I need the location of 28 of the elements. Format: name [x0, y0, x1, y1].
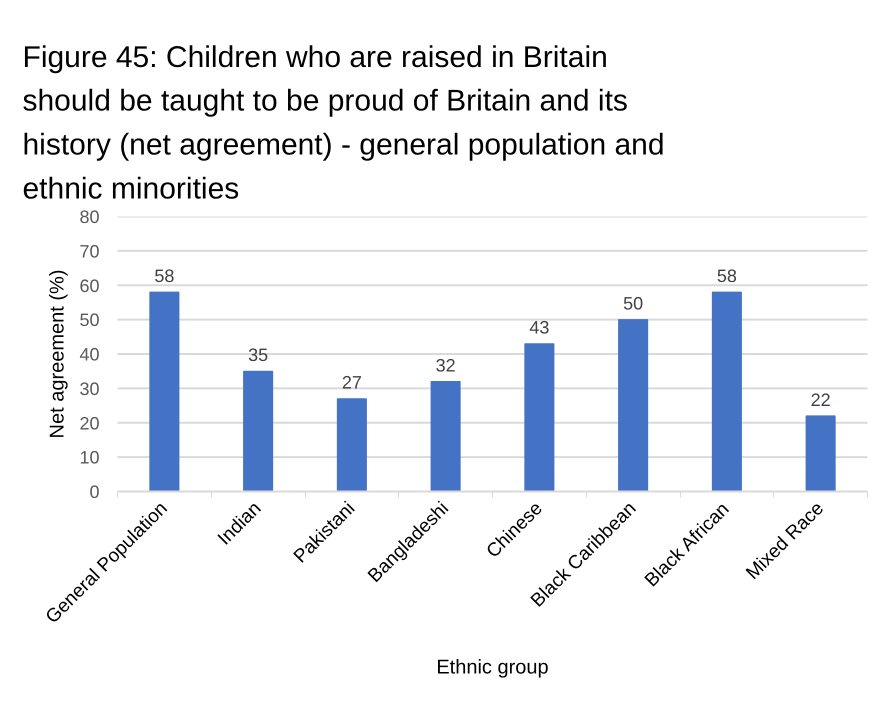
data-label: 35	[248, 345, 268, 366]
y-tick-label: 20	[79, 413, 100, 434]
chart-title: Figure 45: Children who are raised in Britain should be taught to be proud of Britain and its history (net agreement) - general population and ethnic minorities	[22, 40, 665, 206]
bar	[430, 381, 461, 492]
x-axis-title: Ethnic group	[436, 656, 549, 678]
data-label: 27	[342, 372, 362, 393]
y-tick-label: 10	[79, 448, 100, 468]
bar	[524, 343, 554, 492]
y-tick-label: 80	[79, 207, 100, 227]
y-tick-label: 40	[79, 344, 100, 364]
y-tick-label: 0	[89, 482, 100, 502]
data-label: 43	[529, 318, 550, 338]
bar	[618, 319, 648, 492]
data-label: 58	[716, 266, 737, 286]
y-axis-title: Net agreement (%)	[46, 270, 68, 438]
bar	[712, 292, 742, 492]
bar	[149, 292, 180, 492]
data-label: 58	[154, 266, 174, 286]
data-label: 32	[436, 356, 456, 376]
bar	[243, 370, 274, 492]
bar	[806, 415, 836, 492]
y-tick-label: 50	[79, 310, 100, 330]
y-tick-label: 60	[79, 276, 100, 296]
bar	[336, 398, 367, 492]
data-label: 50	[623, 294, 644, 314]
y-tick-label: 70	[79, 241, 100, 262]
y-tick-label: 30	[79, 378, 100, 399]
data-label: 22	[810, 390, 831, 410]
